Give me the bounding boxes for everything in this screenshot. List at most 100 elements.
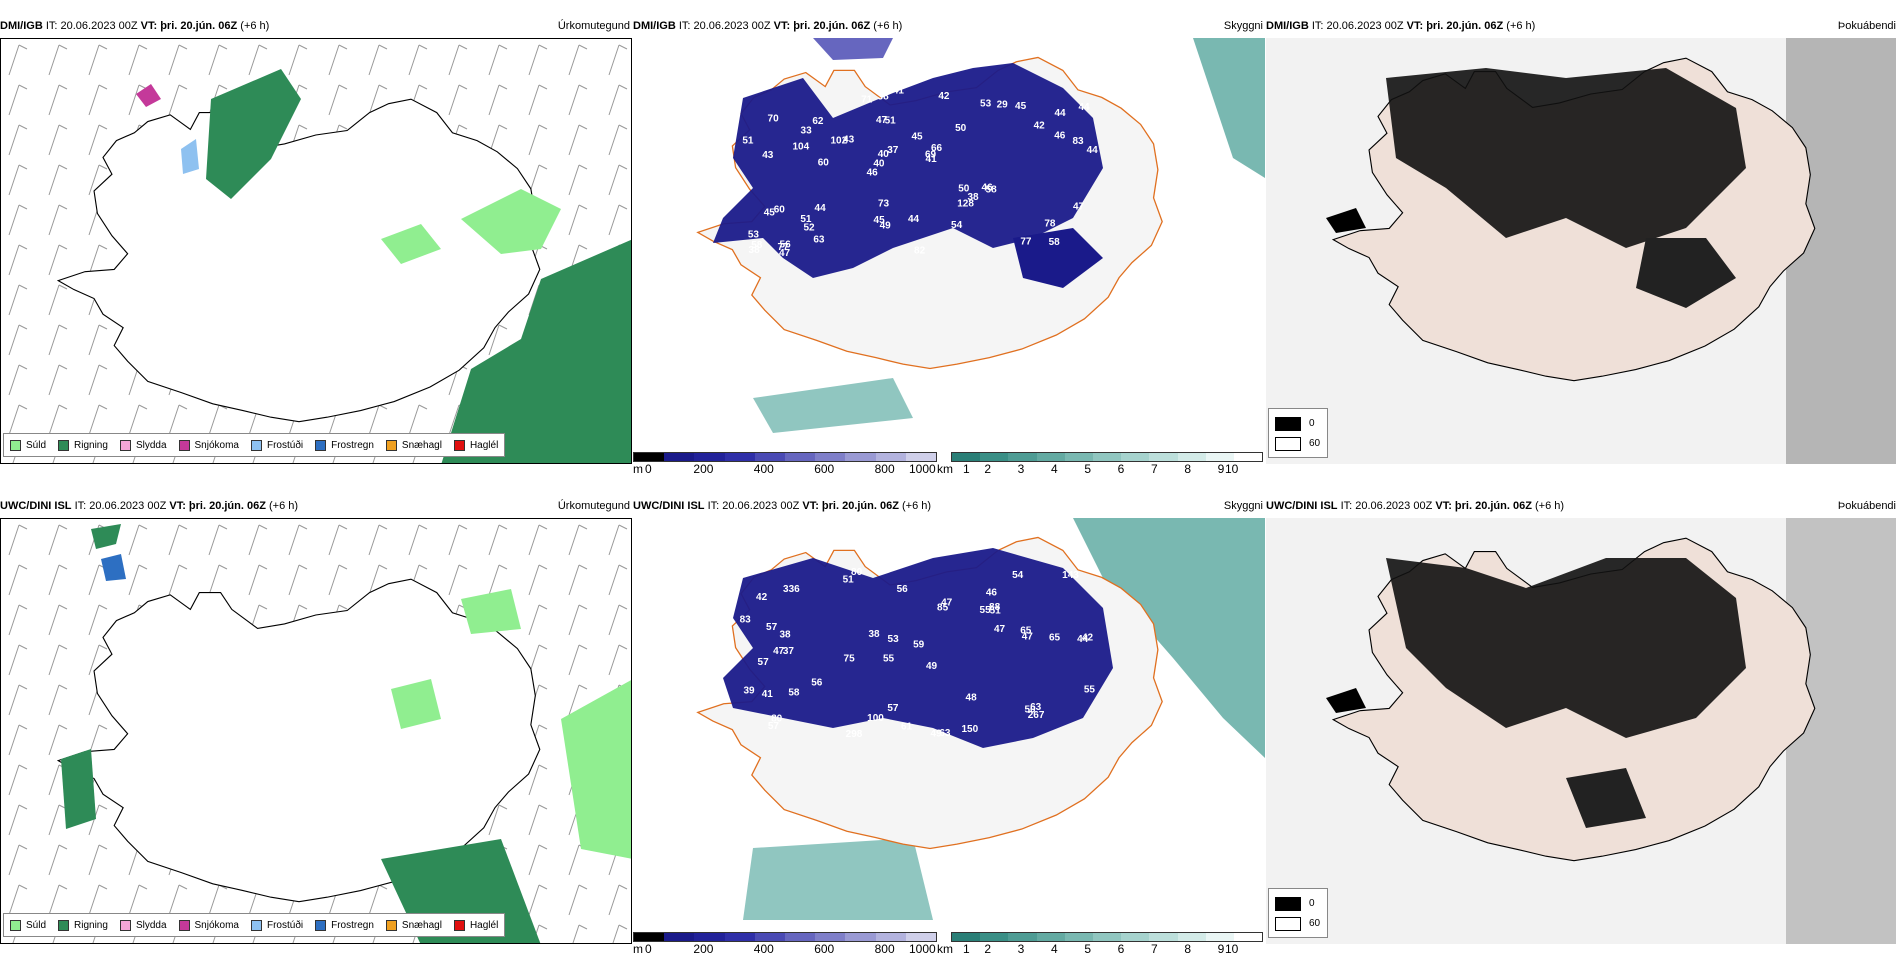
colorbar-tick: 400 — [753, 462, 774, 476]
ceiling-value-label: 102 — [830, 136, 847, 147]
ceiling-value-label: 58 — [788, 688, 800, 699]
ceiling-value-label: 38 — [868, 629, 880, 640]
ceiling-value-label: 38 — [878, 92, 890, 103]
ceiling-map: 80 46 44 55 49 37 42 55 57 85 59 57 51 75 49 63 57 54 47 56… — [633, 518, 1265, 920]
ceiling-value-label: 128 — [957, 198, 974, 209]
ceiling-value-label: 45 — [764, 208, 776, 219]
ceiling-value-label: 44 — [908, 214, 920, 225]
ceiling-value-label: 63 — [1030, 702, 1042, 713]
ceiling-value-label: 57 — [887, 703, 899, 714]
panel-title: UWC/DINI ISL IT: 20.06.2023 00Z VT: þri.… — [0, 500, 630, 512]
ceiling-value-label: 50 — [1024, 704, 1036, 715]
panel-title: DMI/IGB IT: 20.06.2023 00Z VT: þri. 20.j… — [0, 20, 630, 32]
ceiling-value-label: 61 — [901, 721, 913, 732]
ceiling-value-label: 70 — [768, 114, 780, 125]
ceiling-value-label: 53 — [748, 230, 760, 241]
cloud-map: 0 60 — [1266, 38, 1896, 464]
ceiling-value-label: 55 — [980, 605, 992, 616]
colorbar-tick: 800 — [874, 462, 895, 476]
ceiling-value-label: 45 — [1015, 101, 1027, 112]
ceiling-value-label: 44 — [1087, 145, 1099, 156]
colorbar-tick: 1 — [963, 462, 970, 476]
colorbar-tick: 1 — [963, 942, 970, 956]
ceiling-value-label: 47 — [779, 248, 791, 259]
ceiling-value-label: 51 — [990, 606, 1002, 617]
ceiling-value-label: 41 — [893, 85, 905, 96]
ceiling-value-label: 49 — [926, 661, 938, 672]
ceiling-value-label: 57 — [768, 721, 780, 732]
ceiling-value-label: 83 — [740, 614, 752, 625]
ceiling-value-label: 60 — [818, 157, 830, 168]
ceiling-value-label: 46 — [867, 168, 879, 179]
ceiling-value-label: 54 — [1012, 570, 1024, 581]
ceiling-value-label: 41 — [762, 689, 774, 700]
ceiling-value-label: 47 — [876, 115, 888, 126]
ceiling-value-label: 46 — [982, 182, 994, 193]
ceiling-value-label: 63 — [813, 235, 825, 246]
ceiling-value-label: 46 — [1054, 130, 1066, 141]
ceiling-value-label: 83 — [1072, 136, 1084, 147]
colorbar-tick: 800 — [874, 942, 895, 956]
ceiling-svg-row1: 5843444650564745604353525166587038445046… — [633, 38, 1265, 440]
colorbar-tick: 7 — [1151, 942, 1158, 956]
cloud-legend: 0 60 — [1268, 408, 1328, 458]
ceiling-value-label: 33 — [801, 126, 813, 137]
ceiling-value-label: 38 — [967, 192, 979, 203]
ceiling-value-label: 55 — [883, 654, 895, 665]
ceiling-value-label: 143 — [1062, 570, 1079, 581]
colorbar-tick: 10 — [1225, 462, 1239, 476]
cloud-panel-row1: DMI/IGB IT: 20.06.2023 00Z VT: þri. 20.j… — [1266, 16, 1898, 476]
panel-title: UWC/DINI ISL IT: 20.06.2023 00Z VT: þri.… — [1266, 500, 1896, 512]
colorbar-tick: 5 — [1084, 462, 1092, 476]
panel-title: DMI/IGB IT: 20.06.2023 00Z VT: þri. 20.j… — [1266, 20, 1896, 32]
ceiling-value-label: 51 — [800, 214, 812, 225]
precip-legend: Súld Rigning Slydda Snjókoma Frostúði Fr… — [3, 913, 506, 937]
ceiling-value-label: 54 — [951, 220, 963, 231]
ceiling-value-label: 298 — [846, 729, 863, 740]
ceiling-value-label: 37 — [783, 646, 795, 657]
ceiling-value-label: 43 — [762, 150, 774, 161]
precip-legend: Súld Rigning Slydda Snjókoma Frostúði Fr… — [3, 433, 506, 457]
colorbar-tick: 2 — [984, 942, 992, 956]
swatch-sold — [10, 439, 21, 451]
ceiling-value-label: 58 — [751, 240, 763, 251]
colorbar-tick: 2 — [984, 462, 992, 476]
ceiling-value-label: 336 — [783, 584, 800, 595]
cloud-legend: 0 60 — [1268, 888, 1328, 938]
ceiling-value-label: 40 — [878, 149, 890, 160]
ceiling-value-label: 57 — [758, 657, 770, 668]
ceiling-value-label: 38 — [779, 629, 791, 640]
ceiling-value-label: 41 — [926, 154, 938, 165]
ceiling-value-label: 55 — [1084, 685, 1096, 696]
ceiling-value-label: 104 — [792, 142, 809, 153]
colorbar-tick: 4 — [1051, 942, 1058, 956]
colorbar-tick: 6 — [1117, 942, 1125, 956]
ceiling-value-label: 42 — [756, 592, 768, 603]
ceiling-value-label: 44 — [1054, 108, 1066, 119]
ceiling-value-label: 80 — [851, 567, 863, 578]
ceiling-value-label: 29 — [997, 99, 1009, 110]
ceiling-value-label: 63 — [939, 728, 951, 739]
colorbar-tick: 7 — [1151, 462, 1158, 476]
colorbar-tick: 400 — [753, 942, 774, 956]
ceiling-value-label: 49 — [880, 221, 892, 232]
ceiling-value-label: 85 — [937, 602, 949, 613]
colorbar-tick: 600 — [814, 942, 835, 956]
ceiling-value-label: 47 — [1073, 202, 1085, 213]
ceiling-value-label: 65 — [1049, 633, 1061, 644]
ceiling-value-label: 66 — [931, 143, 943, 154]
panel-title: DMI/IGB IT: 20.06.2023 00Z VT: þri. 20.j… — [633, 20, 1263, 32]
ceiling-value-label: 56 — [780, 239, 792, 250]
ceiling-value-label: 46 — [986, 587, 998, 598]
colorbar-tick: 8 — [1184, 942, 1192, 956]
precip-map: Súld Rigning Slydda Snjókoma Frostúði Fr… — [0, 38, 632, 464]
precip-panel-row1: DMI/IGB IT: 20.06.2023 00Z VT: þri. 20.j… — [0, 16, 632, 476]
ceiling-value-label: 47 — [773, 646, 785, 657]
colorbar-tick: 0 — [645, 462, 652, 476]
ceiling-value-label: 58 — [986, 185, 998, 196]
ceiling-value-label: 44 — [1077, 634, 1089, 645]
ceiling-value-label: 43 — [843, 135, 855, 146]
ceiling-value-label: 44 — [815, 203, 827, 214]
panel-title: UWC/DINI ISL IT: 20.06.2023 00Z VT: þri.… — [633, 500, 1263, 512]
ceiling-value-label: 77 — [778, 242, 790, 253]
